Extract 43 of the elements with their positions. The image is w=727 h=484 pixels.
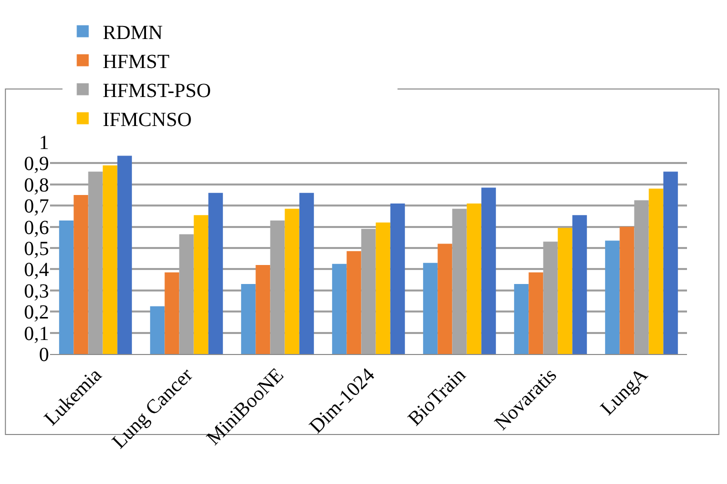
y-tick-label: 0,8 bbox=[24, 174, 49, 196]
y-tick-label: 0,9 bbox=[24, 153, 49, 176]
bar bbox=[102, 165, 118, 354]
bar bbox=[528, 272, 544, 354]
bar bbox=[572, 215, 587, 354]
bar bbox=[648, 188, 664, 354]
bar bbox=[620, 226, 634, 354]
bar bbox=[423, 262, 438, 354]
bar bbox=[150, 306, 165, 354]
bar bbox=[514, 284, 529, 354]
legend-label: IFMCNSO bbox=[102, 109, 192, 132]
y-tick-label: 0,6 bbox=[24, 216, 49, 239]
bar bbox=[605, 240, 620, 354]
bar bbox=[663, 172, 678, 354]
bar bbox=[194, 215, 208, 354]
y-tick-label: 0,2 bbox=[24, 302, 49, 324]
bar bbox=[438, 244, 452, 354]
bar bbox=[256, 264, 270, 354]
legend-label: RDMN bbox=[102, 22, 163, 44]
bar bbox=[59, 220, 74, 354]
bar bbox=[164, 272, 180, 354]
bar bbox=[390, 203, 405, 354]
y-tick-label: 0,1 bbox=[24, 322, 49, 345]
bar bbox=[346, 251, 362, 354]
y-tick-label: 0,4 bbox=[24, 259, 49, 282]
bar bbox=[299, 192, 314, 354]
y-tick-label: 1 bbox=[39, 132, 49, 154]
bar bbox=[208, 192, 223, 354]
bar bbox=[481, 188, 496, 354]
bar bbox=[284, 208, 300, 354]
bar bbox=[466, 203, 482, 354]
bar bbox=[74, 195, 88, 354]
bar bbox=[241, 284, 256, 354]
y-tick-label: 0 bbox=[39, 344, 49, 366]
bar bbox=[558, 228, 572, 354]
bar bbox=[376, 222, 390, 354]
y-tick-label: 0,7 bbox=[24, 196, 49, 218]
legend-label: HFMST-PSO bbox=[102, 80, 211, 102]
y-tick-label: 0,5 bbox=[24, 238, 49, 260]
legend-label: HFMST bbox=[102, 51, 170, 74]
bar bbox=[117, 156, 132, 354]
y-tick-label: 0,3 bbox=[24, 280, 49, 302]
bar bbox=[332, 264, 347, 354]
